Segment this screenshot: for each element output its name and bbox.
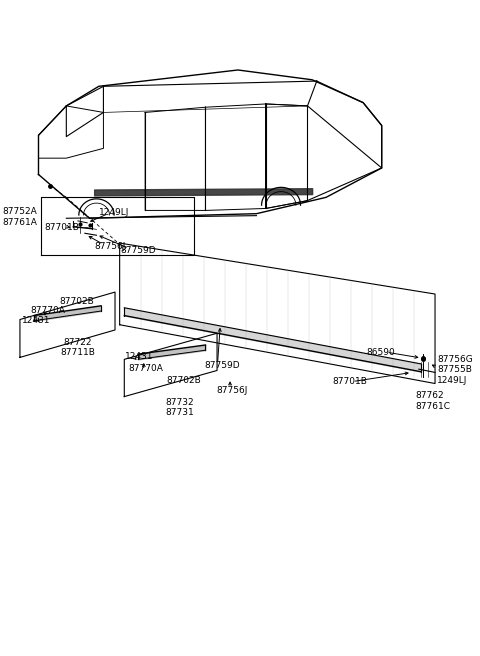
Text: 12431: 12431	[125, 352, 154, 361]
Text: 87759D: 87759D	[204, 361, 240, 371]
Text: 12431: 12431	[22, 316, 51, 325]
Text: 87732
87731: 87732 87731	[166, 398, 194, 417]
Text: 87752A
87761A: 87752A 87761A	[3, 207, 37, 227]
Text: 86590: 86590	[367, 348, 396, 358]
Text: 87722
87711B: 87722 87711B	[60, 338, 96, 358]
Text: 87756G
87755B
1249LJ: 87756G 87755B 1249LJ	[437, 355, 473, 384]
Text: 87756J: 87756J	[216, 386, 248, 394]
Text: 87762
87761C: 87762 87761C	[416, 392, 451, 411]
Text: 87702B: 87702B	[60, 297, 94, 306]
Text: 87770A: 87770A	[31, 306, 65, 315]
Text: 87702B: 87702B	[166, 376, 201, 385]
Text: 87759D: 87759D	[120, 247, 156, 255]
Text: 87701B: 87701B	[44, 223, 79, 232]
Text: 1249LJ: 1249LJ	[99, 208, 129, 217]
Text: 87770A: 87770A	[129, 364, 163, 373]
Text: 87756J: 87756J	[94, 242, 126, 251]
Text: 87701B: 87701B	[333, 377, 367, 386]
